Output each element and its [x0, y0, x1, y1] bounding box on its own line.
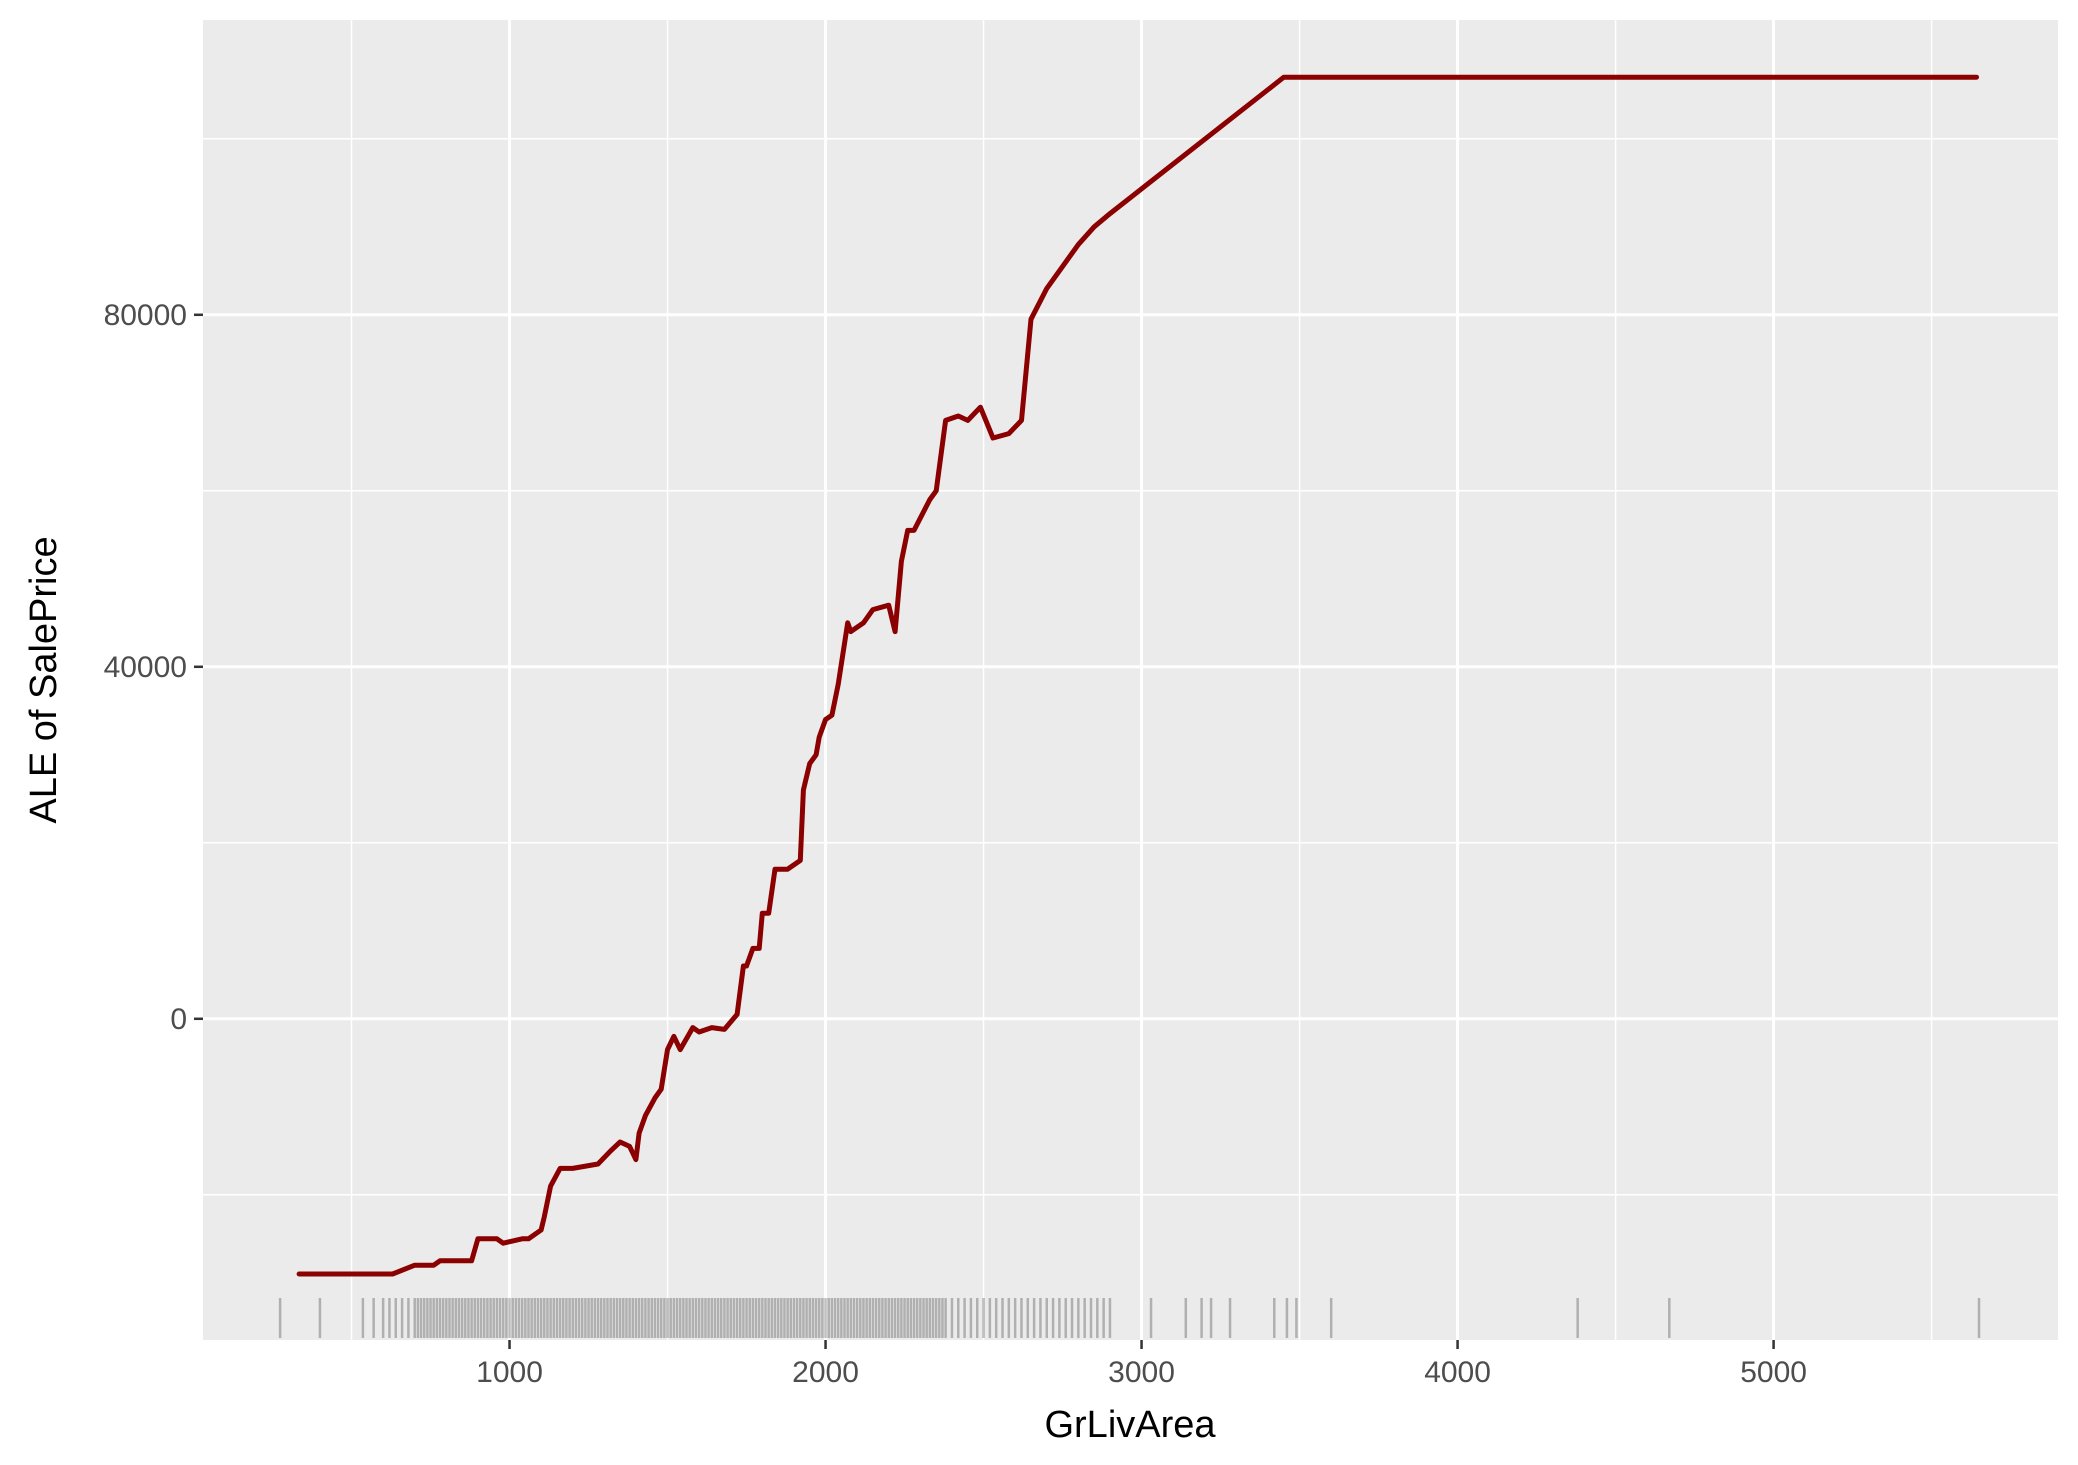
minor-gridlines	[203, 20, 2058, 1340]
major-gridlines	[203, 20, 2058, 1340]
x-tick-label: 3000	[1108, 1356, 1175, 1389]
rug-marks	[278, 1298, 1981, 1338]
x-tick-label: 2000	[792, 1356, 859, 1389]
x-axis-title: GrLivArea	[1044, 1404, 1216, 1446]
ale-series-line	[296, 74, 1979, 1277]
y-axis-title: ALE of SalePrice	[23, 536, 65, 823]
plot-panel	[203, 20, 2058, 1340]
x-tick-label: 4000	[1424, 1356, 1491, 1389]
y-tick-label: 0	[170, 1003, 187, 1036]
y-axis-ticks: 0 40000 80000	[104, 299, 203, 1036]
y-tick-label: 80000	[104, 299, 187, 332]
x-axis-ticks: 1000 2000 3000 4000 5000	[476, 1340, 1807, 1389]
x-tick-label: 1000	[476, 1356, 543, 1389]
x-tick-label: 5000	[1740, 1356, 1807, 1389]
y-tick-label: 40000	[104, 651, 187, 684]
